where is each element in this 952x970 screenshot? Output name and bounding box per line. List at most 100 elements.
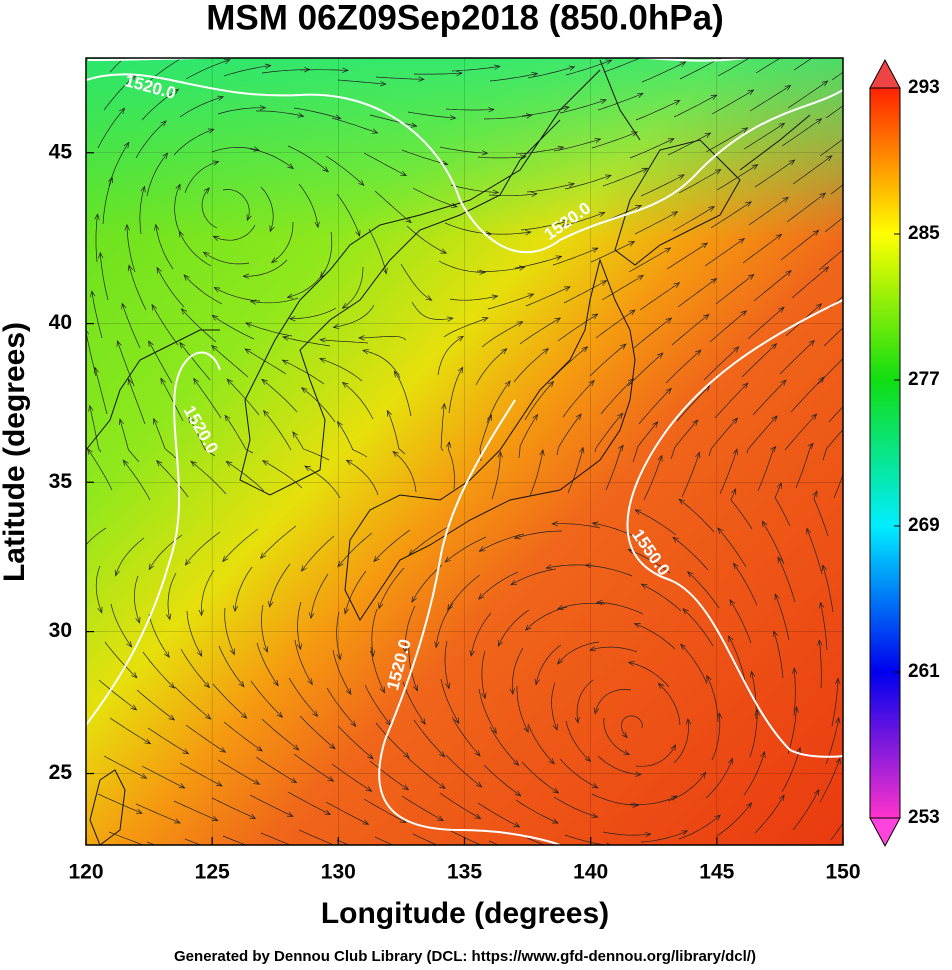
streamline	[375, 722, 410, 759]
streamline-arrow	[778, 306, 785, 313]
streamline	[820, 602, 828, 651]
streamline-arrow	[708, 206, 716, 212]
streamline-arrow	[478, 546, 486, 552]
streamline	[394, 371, 412, 417]
streamline	[589, 646, 638, 653]
streamline	[212, 683, 247, 719]
streamline-arrow	[637, 92, 644, 98]
streamline-arrow	[525, 230, 532, 236]
colorbar-tick-label: 253	[908, 807, 940, 828]
streamline-arrow	[632, 802, 640, 808]
streamline	[476, 266, 525, 272]
colorbar-extend-bottom	[869, 817, 901, 848]
streamline	[828, 406, 843, 423]
streamline	[780, 230, 819, 261]
streamline	[585, 564, 633, 577]
streamlines	[86, 58, 866, 856]
streamline-arrow	[308, 612, 315, 620]
streamline-arrow	[211, 345, 218, 352]
streamline	[757, 446, 776, 492]
streamline-arrow	[731, 417, 739, 424]
streamline	[830, 184, 843, 195]
streamline	[160, 378, 184, 422]
streamline	[514, 530, 563, 539]
streamline	[437, 336, 464, 376]
streamline	[249, 794, 294, 817]
colorbar: 253 261 269 277 285 293	[869, 58, 940, 848]
streamline-arrow	[253, 779, 261, 785]
streamline-arrow	[791, 667, 798, 674]
streamline	[226, 461, 265, 492]
streamline-arrow	[853, 127, 859, 132]
streamline	[411, 301, 453, 320]
streamline	[301, 535, 335, 572]
streamline-arrow	[562, 219, 569, 225]
streamline	[103, 74, 137, 111]
streamline-arrow	[635, 771, 642, 777]
streamline	[211, 345, 249, 378]
streamline	[754, 794, 785, 834]
streamline-arrow	[634, 509, 642, 515]
streamline-arrow	[350, 720, 357, 727]
streamline-arrow	[672, 536, 679, 543]
streamline-arrow	[774, 593, 780, 601]
streamline	[447, 574, 481, 611]
streamline	[742, 234, 782, 264]
streamline	[635, 744, 676, 767]
streamline	[641, 583, 682, 612]
streamline	[576, 679, 594, 723]
streamline-arrow	[513, 822, 521, 828]
streamline-arrow	[772, 630, 778, 637]
streamline	[374, 836, 394, 845]
footer: Generated by Dennou Club Library (DCL: h…	[174, 948, 756, 965]
streamline-arrow	[217, 95, 225, 101]
streamline-arrow	[492, 189, 500, 195]
streamline-arrow	[673, 282, 681, 288]
streamline-arrow	[365, 786, 373, 792]
streamline-arrow	[355, 230, 361, 237]
streamline	[525, 286, 571, 307]
streamline-arrow	[224, 852, 230, 856]
streamline-arrow	[457, 366, 464, 374]
streamline	[337, 532, 373, 568]
streamline-arrow	[324, 809, 332, 816]
streamline-arrow	[703, 313, 710, 320]
streamline	[687, 571, 720, 609]
streamline	[673, 718, 689, 764]
streamline-arrow	[367, 753, 374, 760]
streamline	[639, 282, 680, 311]
streamline	[110, 603, 132, 648]
streamline	[817, 358, 843, 385]
streamline	[822, 565, 834, 613]
streamline	[213, 224, 256, 241]
streamline-arrow	[93, 366, 99, 374]
streamline	[122, 459, 151, 501]
streamline-arrow	[122, 459, 129, 467]
streamline-arrow	[641, 167, 649, 173]
streamline	[603, 58, 641, 73]
streamline-arrow	[263, 410, 270, 417]
streamline	[482, 231, 531, 235]
streamline	[304, 465, 341, 499]
streamline	[477, 156, 526, 159]
streamline	[515, 146, 564, 155]
streamline	[670, 419, 699, 460]
streamline-arrow	[474, 750, 481, 757]
streamline-arrow	[761, 520, 768, 528]
streamline	[755, 58, 781, 74]
streamline-arrow	[860, 276, 866, 281]
streamline-arrow	[846, 453, 851, 459]
streamline	[743, 751, 765, 796]
streamline	[825, 105, 843, 119]
streamline	[234, 566, 253, 612]
streamline	[255, 756, 297, 783]
streamline	[596, 601, 644, 615]
streamline-arrow	[812, 229, 820, 236]
streamline	[777, 556, 796, 603]
streamline-arrow	[130, 704, 138, 711]
streamline	[602, 831, 651, 836]
streamline-arrow	[717, 712, 723, 719]
streamline-arrow	[119, 107, 126, 115]
streamline-arrow	[114, 569, 120, 577]
streamline	[784, 413, 817, 451]
